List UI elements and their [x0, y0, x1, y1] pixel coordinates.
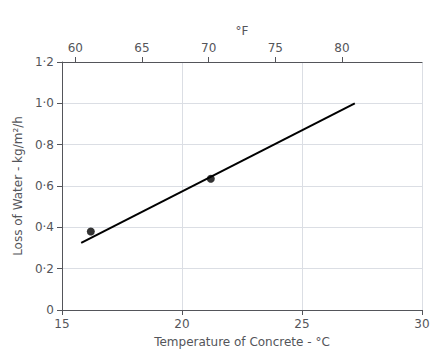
svg-text:30: 30: [414, 317, 429, 331]
svg-text:Temperature of Concrete - °C: Temperature of Concrete - °C: [153, 335, 330, 349]
svg-text:0·8: 0·8: [35, 138, 54, 152]
svg-text:Loss of Water - kg/m²/h: Loss of Water - kg/m²/h: [11, 116, 25, 256]
svg-text:0·4: 0·4: [35, 220, 54, 234]
svg-text:0·2: 0·2: [35, 262, 54, 276]
svg-text:1·0: 1·0: [35, 96, 54, 110]
svg-text:°F: °F: [236, 24, 249, 38]
svg-text:80: 80: [334, 41, 349, 55]
svg-text:60: 60: [68, 41, 83, 55]
svg-text:25: 25: [294, 317, 309, 331]
svg-text:15: 15: [54, 317, 69, 331]
svg-text:0·6: 0·6: [35, 179, 54, 193]
svg-text:1·2: 1·2: [35, 55, 54, 69]
svg-text:65: 65: [134, 41, 149, 55]
svg-text:70: 70: [201, 41, 216, 55]
svg-text:20: 20: [174, 317, 189, 331]
svg-text:75: 75: [268, 41, 283, 55]
svg-text:0: 0: [46, 303, 54, 317]
